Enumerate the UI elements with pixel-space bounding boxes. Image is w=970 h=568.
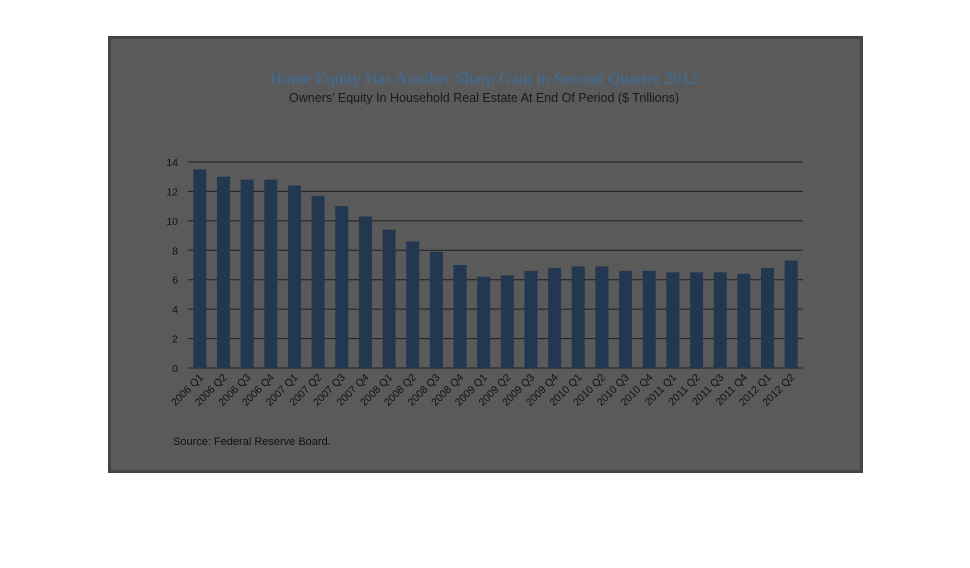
source-note: Source: Federal Reserve Board. [173,436,331,448]
bar [524,270,538,368]
bar [761,267,775,368]
y-tick-label: 0 [172,363,178,375]
bar [311,195,325,368]
bar [264,179,278,368]
bar [240,179,254,368]
bar [784,260,798,368]
y-tick-label: 14 [166,157,178,169]
y-tick-label: 4 [172,304,178,316]
bar [690,272,704,368]
bar [595,266,609,368]
bar [429,251,443,368]
bar [287,185,301,368]
bar [406,241,420,368]
chart-title: Home Equity Has Another Sharp Gain in Se… [270,69,698,88]
bar [453,265,467,368]
bar [666,272,680,368]
y-axis-ticks: 0 2 4 6 8 10 12 14 [166,157,178,375]
bar [382,229,396,368]
bar [642,270,656,368]
y-tick-label: 2 [172,334,178,346]
bar [500,275,514,368]
chart-frame: Home Equity Has Another Sharp Gain in Se… [108,36,863,473]
chart-subtitle: Owners’ Equity In Household Real Estate … [289,91,679,105]
bar [358,216,372,368]
bars [193,169,798,368]
y-tick-label: 12 [166,186,178,198]
bar [571,266,585,368]
bar-chart: Home Equity Has Another Sharp Gain in Se… [166,69,803,448]
y-tick-label: 6 [172,275,178,287]
bar [737,273,751,368]
y-tick-label: 8 [172,245,178,257]
bar [216,176,230,368]
bar [713,272,727,368]
bar [619,270,633,368]
bar [548,267,562,368]
bar [193,169,207,368]
bar [335,206,349,368]
bar [477,276,491,368]
y-tick-label: 10 [166,216,178,228]
gridlines [188,161,803,369]
